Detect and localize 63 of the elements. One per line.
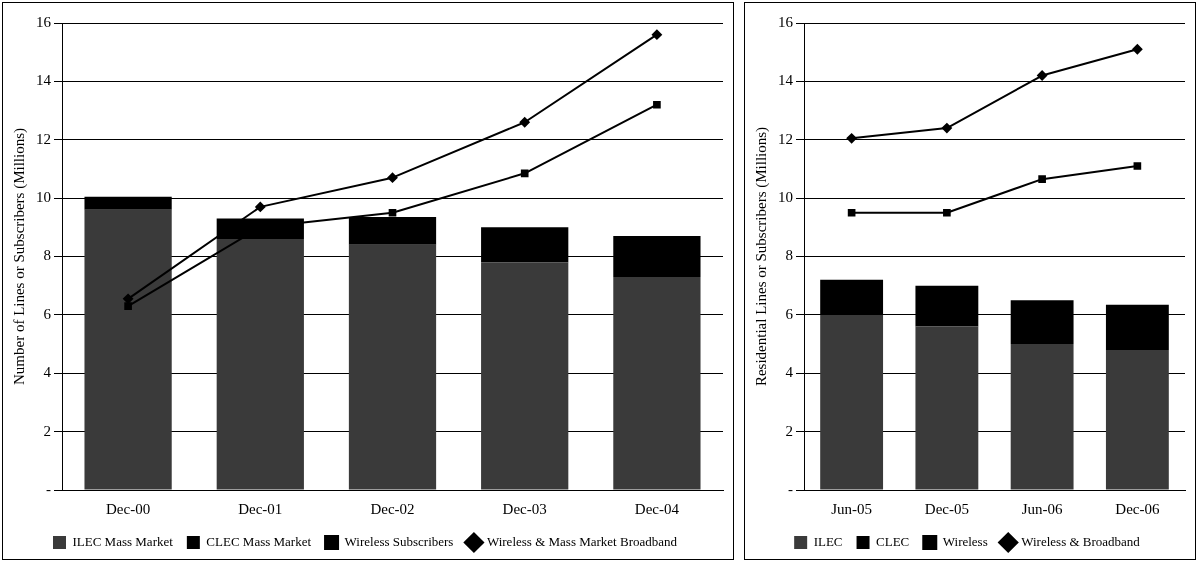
- legend-label: CLEC: [876, 533, 910, 549]
- x-tick-label: Dec-04: [634, 500, 680, 517]
- point: [651, 29, 662, 40]
- legend-label: ILEC: [813, 533, 843, 549]
- bar: [348, 244, 437, 490]
- point: [123, 293, 134, 304]
- y-tick-label: 10: [36, 189, 51, 206]
- y-tick-label: -: [788, 480, 793, 497]
- legend-label: Wireless Subscribers: [344, 533, 454, 549]
- x-tick-label: Dec-06: [1115, 500, 1160, 517]
- point: [519, 117, 530, 128]
- bar: [1010, 344, 1074, 490]
- x-tick-label: Dec-05: [924, 500, 969, 517]
- y-axis-title: Residential Lines or Subscribers (Millions): [752, 126, 770, 387]
- point: [124, 302, 132, 310]
- y-tick-label: 12: [778, 130, 793, 147]
- point: [1133, 162, 1142, 170]
- bar: [84, 209, 172, 490]
- point: [1038, 175, 1046, 183]
- bar: [216, 238, 304, 490]
- point: [943, 208, 951, 217]
- y-tick-label: 6: [43, 305, 52, 322]
- legend-label: ILEC Mass Market: [72, 533, 174, 549]
- y-tick-label: 14: [778, 72, 794, 89]
- y-tick-label: 16: [36, 13, 52, 30]
- y-tick-label: 12: [36, 130, 51, 147]
- point: [388, 208, 397, 217]
- y-tick-label: 2: [43, 422, 51, 439]
- point: [847, 208, 856, 217]
- legend-label: Wireless & Mass Market Broadband: [486, 533, 678, 549]
- x-tick-label: Jun-05: [831, 500, 873, 517]
- point: [255, 201, 266, 212]
- x-tick-label: Dec-03: [502, 500, 547, 517]
- bar: [1105, 349, 1169, 490]
- y-tick-label: 8: [43, 247, 51, 264]
- y-tick-label: 4: [43, 364, 52, 381]
- y-tick-label: 8: [785, 247, 793, 264]
- bar: [915, 326, 979, 490]
- point: [941, 123, 952, 134]
- y-axis-title: Number of Lines or Subscribers (Millions): [10, 127, 28, 386]
- x-tick-label: Dec-02: [370, 500, 415, 517]
- x-tick-label: Jun-06: [1021, 500, 1064, 517]
- point: [653, 100, 661, 109]
- y-tick-label: 16: [778, 13, 794, 30]
- y-tick-label: 14: [36, 72, 52, 89]
- x-tick-label: Dec-00: [106, 500, 151, 517]
- x-tick-label: Dec-01: [238, 500, 283, 517]
- bar: [481, 262, 569, 490]
- bar: [613, 276, 701, 490]
- point: [387, 172, 398, 183]
- legend-label: Wireless: [942, 533, 988, 549]
- legend-label: CLEC Mass Market: [206, 533, 312, 549]
- y-tick-label: 2: [785, 422, 793, 439]
- point: [520, 169, 529, 178]
- y-tick-label: -: [46, 480, 51, 497]
- y-tick-label: 4: [785, 364, 794, 381]
- bar: [820, 314, 884, 490]
- legend-label: Wireless & Broadband: [1021, 533, 1141, 549]
- point: [1132, 44, 1143, 55]
- y-tick-label: 10: [778, 189, 793, 206]
- y-tick-label: 6: [785, 305, 794, 322]
- point: [846, 133, 857, 144]
- point: [1037, 70, 1048, 81]
